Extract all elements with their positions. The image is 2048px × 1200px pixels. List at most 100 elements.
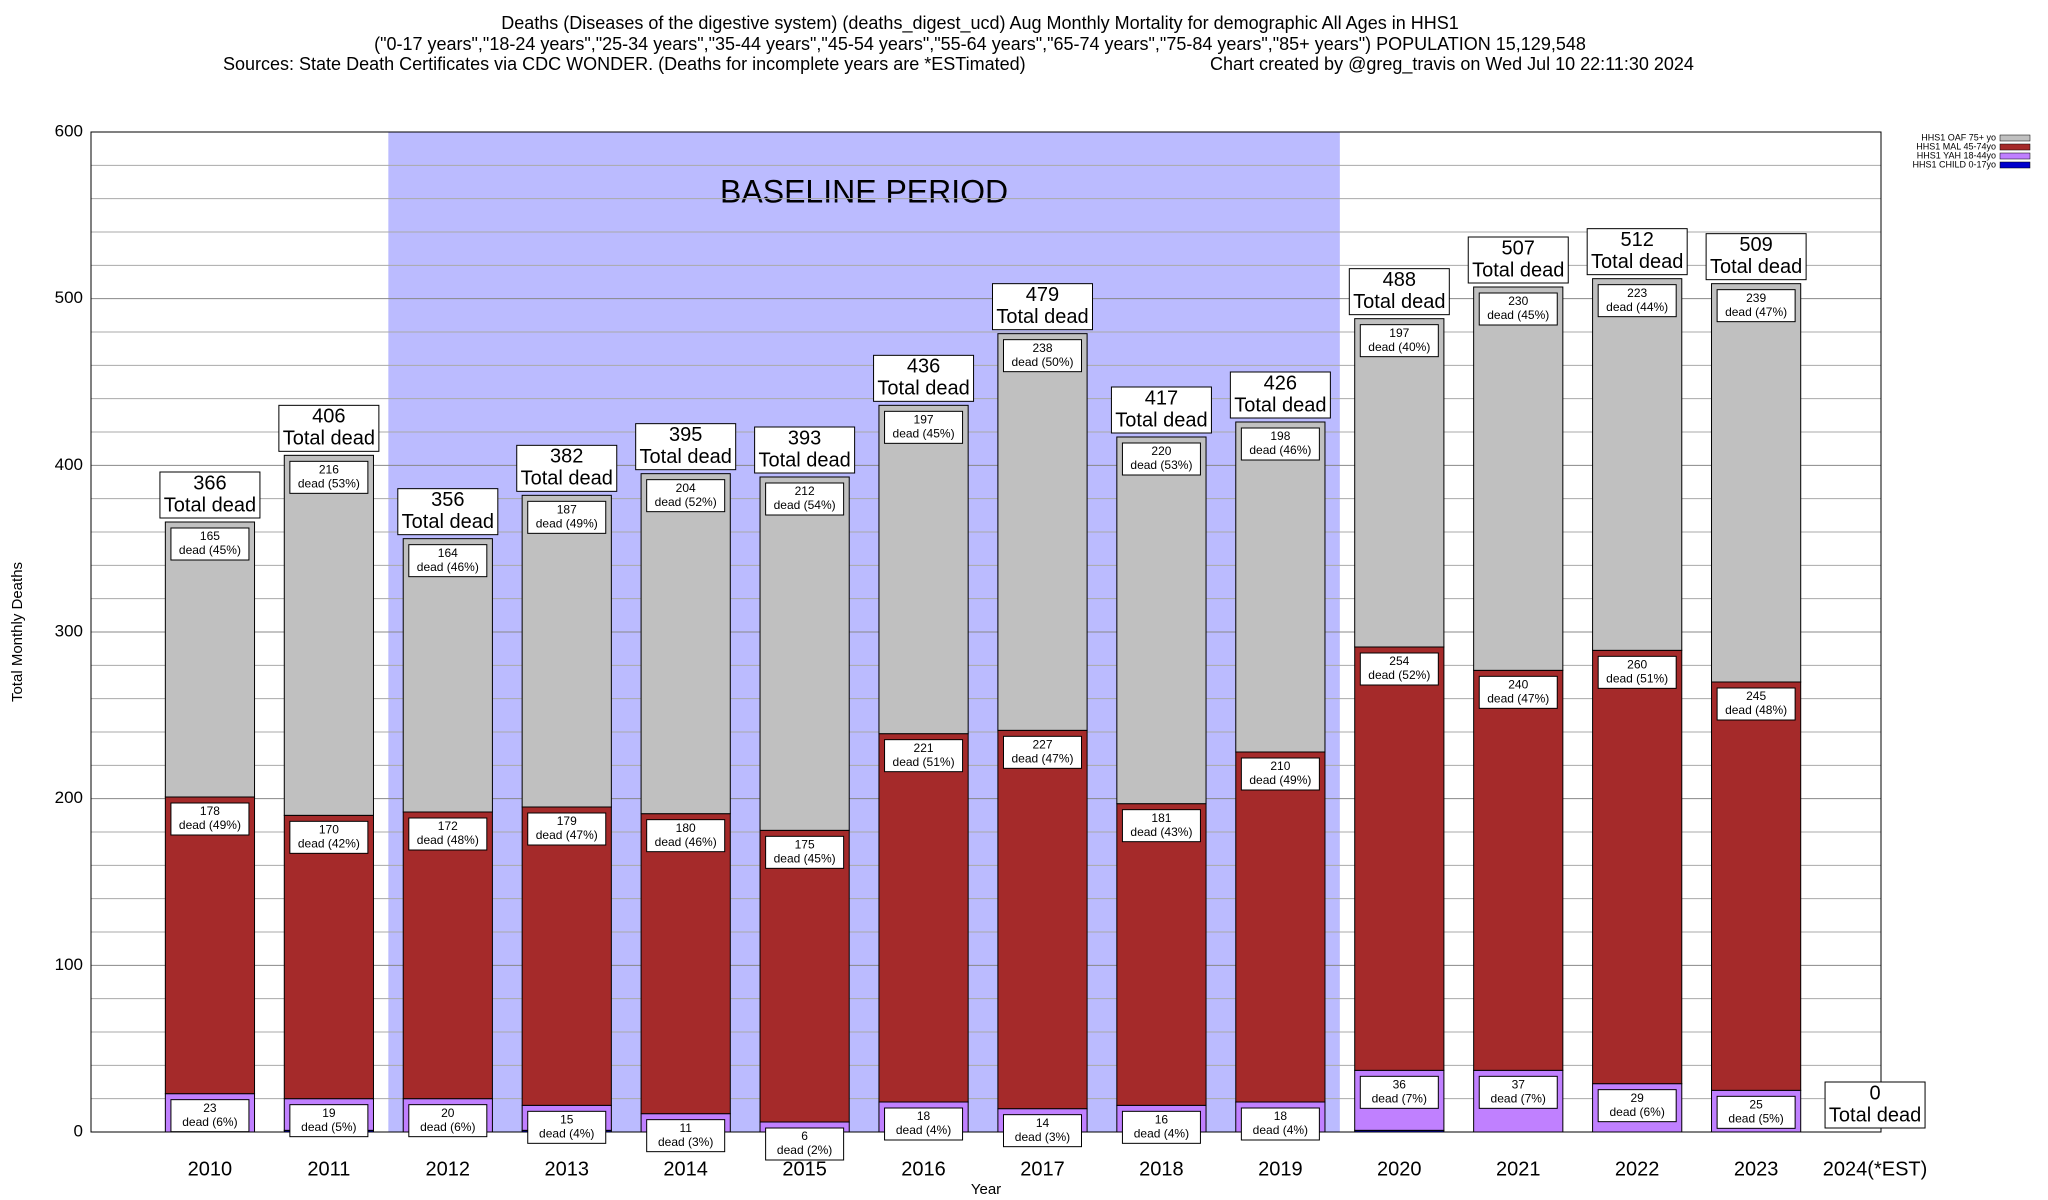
x-tick-label: 2013 bbox=[544, 1158, 589, 1180]
y-tick-label: 500 bbox=[55, 288, 83, 307]
value-label-box bbox=[884, 410, 964, 444]
value-label-box bbox=[765, 1127, 845, 1161]
bar-segment bbox=[1354, 318, 1445, 648]
pct-label: dead (45%) bbox=[179, 543, 241, 557]
total-label-box bbox=[397, 488, 499, 536]
value-label: 170 bbox=[319, 823, 339, 837]
total-caption: Total dead bbox=[402, 511, 494, 533]
value-label-box bbox=[1002, 339, 1082, 373]
value-label: 238 bbox=[1032, 341, 1052, 355]
pct-label: dead (6%) bbox=[1609, 1105, 1664, 1119]
pct-label: dead (47%) bbox=[1725, 305, 1787, 319]
value-label-box bbox=[765, 835, 845, 869]
value-label: 245 bbox=[1746, 689, 1766, 703]
value-label: 197 bbox=[1389, 326, 1409, 340]
value-label-box bbox=[1597, 655, 1677, 689]
value-label-box bbox=[289, 1104, 369, 1138]
legend-swatch bbox=[1999, 134, 2031, 142]
value-label: 187 bbox=[557, 503, 577, 517]
pct-label: dead (45%) bbox=[1487, 308, 1549, 322]
total-value-label: 356 bbox=[431, 489, 464, 511]
total-caption: Total dead bbox=[877, 378, 969, 400]
value-label: 16 bbox=[1155, 1113, 1169, 1127]
pct-label: dead (54%) bbox=[774, 498, 836, 512]
bar-segment bbox=[878, 404, 969, 735]
pct-label: dead (42%) bbox=[298, 837, 360, 851]
bar-segment bbox=[164, 521, 256, 798]
plot-frame bbox=[90, 131, 1882, 1133]
bar-segment bbox=[1235, 421, 1326, 753]
total-label-box bbox=[635, 423, 737, 471]
pct-label: dead (53%) bbox=[1130, 458, 1192, 472]
value-label-box bbox=[408, 544, 488, 578]
value-label: 198 bbox=[1270, 429, 1290, 443]
value-label-box bbox=[1359, 1075, 1439, 1109]
pct-label: dead (45%) bbox=[893, 427, 955, 441]
total-value-label: 406 bbox=[312, 406, 345, 428]
value-label: 36 bbox=[1393, 1078, 1407, 1092]
total-value-label: 382 bbox=[550, 446, 583, 468]
bar-segment bbox=[1116, 803, 1207, 1106]
chart-source: Sources: State Death Certificates via CD… bbox=[223, 54, 1026, 74]
total-label-box bbox=[873, 354, 975, 402]
pct-label: dead (49%) bbox=[1249, 773, 1311, 787]
legend-label: HHS1 OAF 75+ yo bbox=[1921, 132, 1996, 142]
value-label: 204 bbox=[676, 481, 696, 495]
total-value-label: 366 bbox=[193, 472, 226, 494]
x-axis-label: Year bbox=[971, 1181, 1001, 1198]
pct-label: dead (45%) bbox=[774, 852, 836, 866]
total-caption: Total dead bbox=[1591, 251, 1683, 273]
total-value-label: 479 bbox=[1026, 284, 1059, 306]
bar-segment bbox=[997, 333, 1088, 731]
pct-label: dead (53%) bbox=[298, 477, 360, 491]
bar-segment bbox=[1116, 436, 1207, 805]
x-tick-label: 2015 bbox=[782, 1158, 827, 1180]
x-tick-label: 2012 bbox=[426, 1158, 471, 1180]
value-label: 227 bbox=[1032, 738, 1052, 752]
pct-label: dead (50%) bbox=[1011, 355, 1073, 369]
bar-segment bbox=[878, 733, 969, 1103]
total-caption: Total dead bbox=[758, 449, 850, 471]
pct-label: dead (49%) bbox=[536, 517, 598, 531]
bar-segment bbox=[283, 814, 374, 1100]
bar-segment bbox=[1711, 283, 1802, 683]
bar-segment bbox=[1235, 751, 1326, 1103]
pct-label: dead (4%) bbox=[539, 1127, 594, 1141]
pct-label: dead (47%) bbox=[536, 828, 598, 842]
y-tick-label: 300 bbox=[55, 621, 83, 640]
x-tick-label: 2020 bbox=[1377, 1158, 1422, 1180]
total-label-box bbox=[278, 404, 380, 452]
value-label: 239 bbox=[1746, 291, 1766, 305]
value-label: 164 bbox=[438, 546, 458, 560]
total-caption: Total dead bbox=[1234, 394, 1326, 416]
value-label: 175 bbox=[795, 838, 815, 852]
y-tick-label: 100 bbox=[55, 955, 83, 974]
pct-label: dead (5%) bbox=[301, 1120, 356, 1134]
value-label: 165 bbox=[200, 529, 220, 543]
value-label: 14 bbox=[1036, 1116, 1050, 1130]
total-caption: Total dead bbox=[164, 494, 256, 516]
baseline-label: BASELINE PERIOD bbox=[720, 173, 1008, 209]
value-label-box bbox=[289, 820, 369, 854]
total-value-label: 488 bbox=[1383, 269, 1416, 291]
total-caption: Total dead bbox=[521, 468, 613, 490]
value-label: 240 bbox=[1508, 678, 1528, 692]
value-label: 25 bbox=[1749, 1098, 1763, 1112]
legend-label: HHS1 YAH 18-44yo bbox=[1917, 150, 1996, 160]
value-label: 19 bbox=[322, 1106, 336, 1120]
y-tick-label: 400 bbox=[55, 455, 83, 474]
value-label: 6 bbox=[801, 1129, 808, 1143]
value-label: 20 bbox=[441, 1106, 455, 1120]
value-label-box bbox=[1121, 442, 1201, 476]
bar-segment bbox=[1473, 669, 1564, 1071]
bar-segment bbox=[521, 494, 612, 808]
value-label: 18 bbox=[1274, 1109, 1288, 1123]
pct-label: dead (52%) bbox=[1368, 668, 1430, 682]
pct-label: dead (6%) bbox=[420, 1120, 475, 1134]
value-label-box bbox=[646, 819, 726, 853]
value-label-box bbox=[170, 1099, 250, 1133]
pct-label: dead (3%) bbox=[1015, 1130, 1070, 1144]
bar-segment bbox=[1354, 646, 1445, 1071]
pct-label: dead (44%) bbox=[1606, 300, 1668, 314]
value-label-box bbox=[646, 479, 726, 513]
